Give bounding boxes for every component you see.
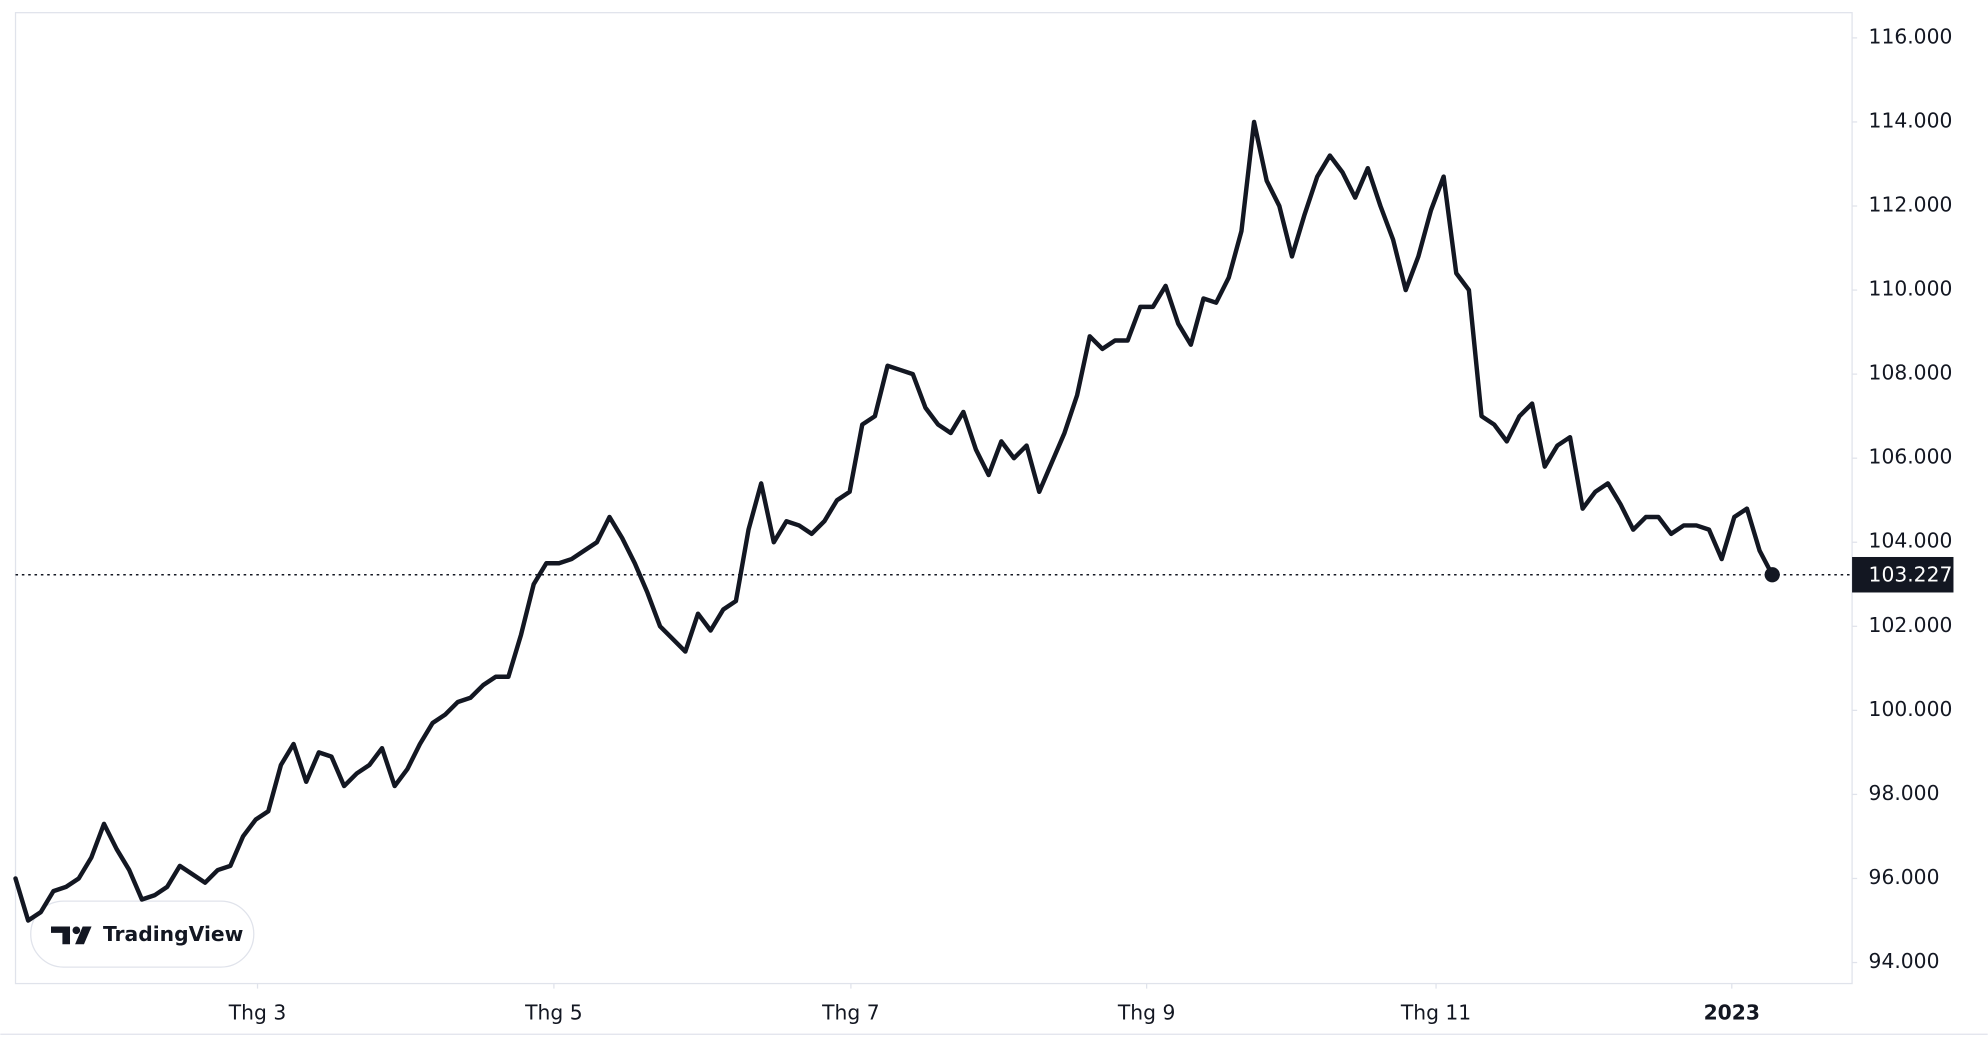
y-tick-label: 112.000: [1869, 193, 1953, 217]
price-line: [13, 119, 1775, 923]
y-tick-label: 116.000: [1869, 24, 1953, 48]
y-tick-label: 114.000: [1869, 108, 1953, 132]
x-tick-label: 2023: [1704, 1000, 1760, 1024]
x-tick-label: Thg 9: [1117, 1000, 1175, 1024]
x-tick-label: Thg 5: [524, 1000, 582, 1024]
y-tick-label: 96.000: [1869, 865, 1940, 889]
logo-part: [72, 926, 81, 935]
y-tick-label: 98.000: [1869, 781, 1940, 805]
x-tick-label: Thg 3: [228, 1000, 286, 1024]
y-tick-label: 108.000: [1869, 361, 1953, 385]
last-point: [1764, 567, 1780, 583]
y-tick-label: 106.000: [1869, 445, 1953, 469]
last-price-label: 103.227: [1869, 563, 1953, 587]
y-tick-label: 104.000: [1869, 529, 1953, 553]
plot-frame: [14, 12, 1853, 985]
y-tick-label: 102.000: [1869, 613, 1953, 637]
watermark-text: TradingView: [103, 922, 244, 946]
x-tick-label: Thg 7: [821, 1000, 879, 1024]
y-tick-label: 110.000: [1869, 277, 1953, 301]
last-price-badge: [1852, 556, 1954, 593]
watermark-badge: TradingView: [30, 900, 255, 968]
logo-part: [51, 926, 71, 945]
logo-part: [75, 926, 92, 945]
y-tick-label: 94.000: [1869, 949, 1940, 973]
y-tick-label: 100.000: [1869, 697, 1953, 721]
x-tick-label: Thg 11: [1400, 1000, 1471, 1024]
